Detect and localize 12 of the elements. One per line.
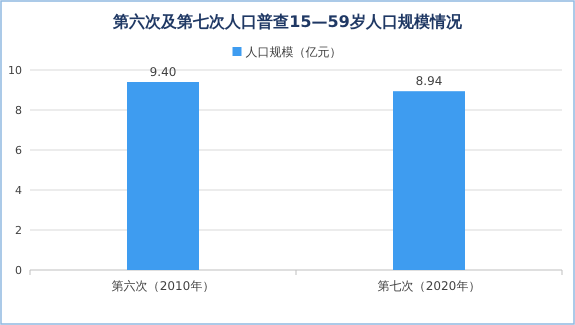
y-tick-label: 10 bbox=[8, 64, 22, 77]
y-tick-label: 0 bbox=[15, 264, 22, 277]
x-tick-label: 第七次（2020年） bbox=[378, 279, 480, 293]
data-label: 8.94 bbox=[416, 74, 442, 88]
data-label: 9.40 bbox=[150, 65, 176, 79]
x-tick-label: 第六次（2010年） bbox=[112, 279, 214, 293]
y-tick-label: 4 bbox=[15, 184, 22, 197]
y-tick-label: 2 bbox=[15, 224, 22, 237]
chart-title: 第六次及第七次人口普查15—59岁人口规模情况 bbox=[112, 12, 463, 31]
y-tick-label: 8 bbox=[15, 104, 22, 117]
legend-label: 人口规模（亿元） bbox=[246, 45, 342, 59]
y-tick-label: 6 bbox=[15, 144, 22, 157]
